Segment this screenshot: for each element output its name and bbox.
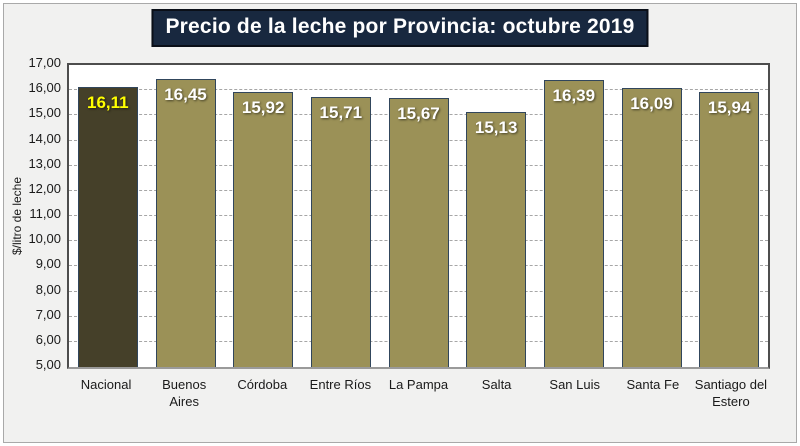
bar-value-label: 16,11	[87, 93, 129, 113]
y-tick-label: 17,00	[28, 55, 61, 70]
y-tick-label: 5,00	[35, 357, 61, 372]
x-axis-label: Entre Ríos	[309, 377, 372, 392]
bar: 15,92	[233, 92, 294, 367]
x-axis-label: Córdoba	[237, 377, 288, 392]
bar-value-label: 16,45	[164, 84, 207, 104]
bar-value-label: 16,09	[630, 93, 673, 113]
y-tick-label: 7,00	[35, 306, 61, 322]
x-axis-label: La Pampa	[388, 377, 449, 392]
x-axis-label: Santiago del Estero	[694, 377, 768, 409]
y-tick-label: 16,00	[28, 80, 61, 96]
bar: 15,71	[310, 97, 371, 367]
y-tick-label: 6,00	[35, 331, 61, 347]
bar-value-label: 16,39	[552, 86, 596, 106]
bar-value-label: 15,13	[474, 118, 518, 138]
y-tick-label: 15,00	[28, 105, 61, 121]
y-tick-label: 9,00	[35, 256, 61, 272]
x-axis-label: Buenos Aires	[162, 377, 207, 409]
bar: 15,13	[466, 112, 527, 367]
bar: 15,94	[699, 91, 760, 367]
x-axis-label: San Luis	[549, 377, 600, 392]
x-axis-label: Santa Fe	[626, 377, 680, 392]
bar: 16,39	[543, 80, 604, 367]
y-tick-label: 10,00	[28, 231, 61, 247]
plot-area: 16,11 16,45 15,92 15,71 15,67 15,13 16,39 16,09…	[67, 63, 770, 369]
bar: 16,45	[155, 78, 216, 367]
chart-frame: Precio de la leche por Provincia: octubr…	[3, 3, 797, 443]
y-tick-label: 12,00	[28, 180, 61, 196]
gridline	[69, 89, 768, 91]
bar: 16,09	[621, 87, 682, 367]
y-tick-label: 11,00	[29, 206, 61, 221]
y-tick-label: 14,00	[28, 130, 61, 146]
bar-value-label: 15,94	[707, 97, 751, 117]
y-tick-label: 13,00	[28, 155, 61, 171]
bar: 15,67	[388, 98, 449, 367]
chart-title: Precio de la leche por Provincia: octubr…	[151, 9, 649, 47]
y-axis-tick-labels: 17,00 16,00 15,00 14,00 13,00 12,00 11,00 10,00…	[4, 55, 61, 372]
bar-value-label: 15,67	[397, 104, 440, 124]
x-axis-label: Salta	[481, 377, 512, 392]
bar-highlight-nacional: 16,11	[77, 87, 138, 367]
x-axis-label: Nacional	[80, 377, 132, 392]
bar-value-label: 15,92	[241, 98, 285, 118]
x-axis-labels: Nacional Buenos Aires Córdoba Entre Ríos La …	[67, 376, 770, 410]
bar-value-label: 15,71	[319, 103, 363, 123]
y-tick-label: 8,00	[35, 281, 61, 297]
